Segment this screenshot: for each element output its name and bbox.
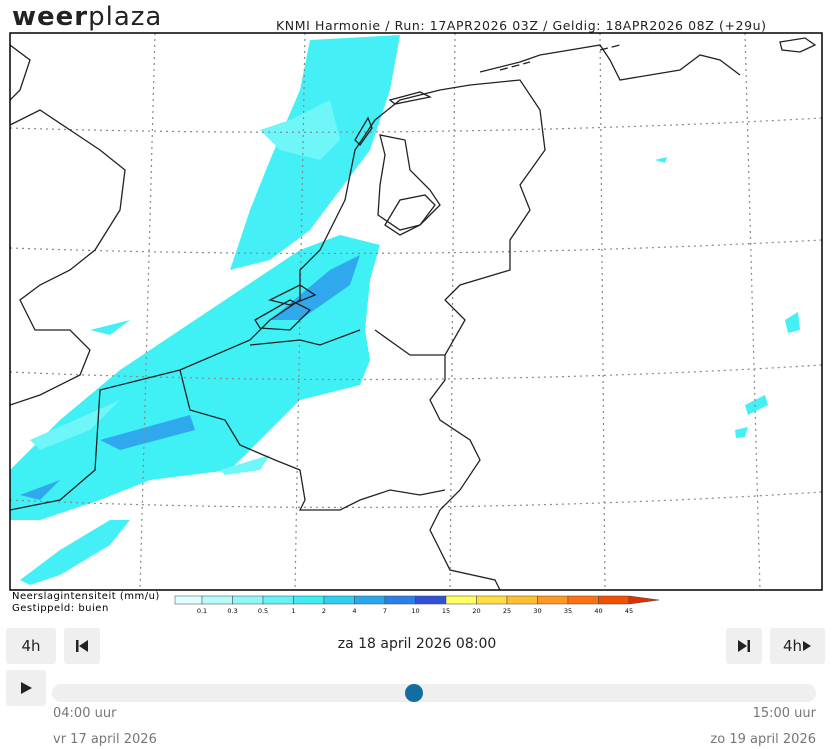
scale-label: 45 xyxy=(625,607,633,615)
scale-label: 0.5 xyxy=(258,607,268,615)
slider-thumb[interactable] xyxy=(405,684,423,702)
play-icon xyxy=(21,682,32,694)
scale-segment xyxy=(354,595,386,605)
time-slider[interactable] xyxy=(52,684,816,702)
scale-label: 0.3 xyxy=(227,607,237,615)
end-time: 15:00 uur xyxy=(752,706,816,721)
scale-label: 35 xyxy=(564,607,572,615)
scale-label: 30 xyxy=(533,607,541,615)
scale-label: 25 xyxy=(503,607,511,615)
scale-segment xyxy=(174,595,203,605)
scale-arrow xyxy=(628,595,660,605)
step-forward-label: 4h xyxy=(782,637,803,655)
start-date: vr 17 april 2026 xyxy=(53,732,157,747)
scale-segment xyxy=(323,595,355,605)
color-scale: 0.1 0.3 0.5 1 2 4 7 10 15 20 25 30 35 40 45 xyxy=(174,595,660,615)
scale-segment xyxy=(506,595,538,605)
coastlines xyxy=(10,37,817,590)
scale-segment xyxy=(567,595,599,605)
logo-bold: weer xyxy=(12,2,89,32)
skip-to-end[interactable] xyxy=(726,628,762,664)
skip-start-icon xyxy=(76,640,88,652)
dashed-border xyxy=(499,44,621,71)
scale-label: 4 xyxy=(352,607,356,615)
legend-subtitle: Gestippeld: buien xyxy=(12,603,109,614)
scale-segment xyxy=(476,595,508,605)
logo-light: plaza xyxy=(88,2,163,32)
legend-title: Neerslagintensiteit (mm/u) xyxy=(12,591,160,602)
scale-segment xyxy=(537,595,569,605)
step-forward-4h[interactable]: 4h xyxy=(770,628,825,664)
start-time: 04:00 uur xyxy=(53,706,117,721)
scale-segment xyxy=(201,595,233,605)
scale-segment xyxy=(598,595,630,605)
map-frame xyxy=(9,32,823,591)
scale-label: 15 xyxy=(442,607,450,615)
scale-label: 1 xyxy=(291,607,295,615)
map-background xyxy=(10,33,822,590)
scale-segment xyxy=(232,595,264,605)
graticule xyxy=(10,33,822,590)
skip-end-icon xyxy=(738,640,750,652)
precipitation xyxy=(10,35,800,585)
scale-segment xyxy=(293,595,325,605)
end-date: zo 19 april 2026 xyxy=(710,732,816,747)
step-back-4h[interactable]: 4h xyxy=(6,628,56,664)
logo: weerplaza xyxy=(12,2,162,32)
scale-label: 2 xyxy=(322,607,326,615)
model-info: KNMI Harmonie / Run: 17APR2026 03Z / Gel… xyxy=(276,18,767,33)
play-button[interactable] xyxy=(6,670,46,706)
scale-label: 40 xyxy=(594,607,602,615)
skip-to-start[interactable] xyxy=(64,628,100,664)
scale-segment xyxy=(384,595,416,605)
current-time: za 18 april 2026 08:00 xyxy=(337,636,497,652)
scale-label: 7 xyxy=(383,607,387,615)
scale-segment xyxy=(262,595,294,605)
scale-label: 0.1 xyxy=(197,607,207,615)
scale-label: 10 xyxy=(411,607,419,615)
map: Neerslagintensiteit (mm/u) Gestippeld: b… xyxy=(9,32,823,615)
scale-segment xyxy=(445,595,477,605)
forward-icon xyxy=(803,641,812,651)
scale-segment xyxy=(415,595,447,605)
scale-label: 20 xyxy=(472,607,480,615)
